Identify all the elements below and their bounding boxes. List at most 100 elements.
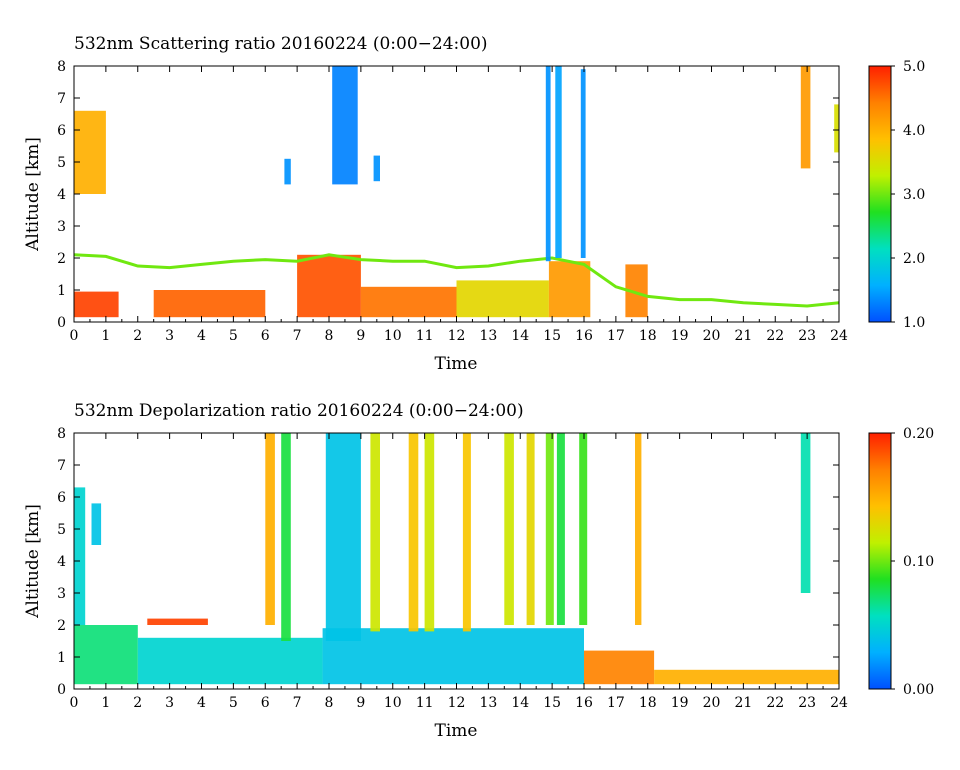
x-tick-label: 20 — [703, 695, 721, 711]
y-tick-label: 4 — [57, 554, 66, 570]
panel-title: 532nm Scattering ratio 20160224 (0:00−24… — [74, 34, 488, 54]
colorbar: 0.00 0.10 0.20 — [868, 426, 934, 698]
x-tick-label: 24 — [830, 695, 848, 711]
y-tick-label: 5 — [57, 522, 66, 538]
x-tick-label: 0 — [70, 328, 79, 344]
y-tick-label: 0 — [57, 315, 66, 331]
colorbar-tick-label: 2.0 — [903, 251, 925, 267]
x-tick-label: 9 — [356, 695, 365, 711]
y-tick-label: 1 — [57, 283, 66, 299]
cloud-region — [284, 158, 291, 185]
colorbar: 1.0 2.0 3.0 4.0 5.0 — [868, 59, 925, 331]
cloud-region — [370, 433, 380, 632]
x-tick-label: 11 — [416, 328, 434, 344]
x-tick-label: 14 — [511, 695, 529, 711]
x-tick-label: 7 — [293, 695, 302, 711]
cloud-region — [74, 110, 106, 194]
y-tick-label: 3 — [57, 219, 66, 235]
x-tick-label: 21 — [734, 695, 752, 711]
x-tick-label: 4 — [197, 695, 206, 711]
colorbar-tick-label: 0.10 — [903, 554, 934, 570]
y-axis-label: Altitude [km] — [23, 504, 43, 619]
y-tick-label: 2 — [57, 251, 66, 267]
cloud-region — [526, 433, 535, 625]
colorbar-labels: 1.0 2.0 3.0 4.0 5.0 — [891, 59, 925, 331]
x-axis-label: Time — [435, 354, 478, 374]
x-tick-label: 5 — [229, 328, 238, 344]
x-tick-label: 10 — [384, 328, 402, 344]
x-tick-label: 2 — [133, 695, 142, 711]
cloud-region — [373, 155, 380, 182]
x-tick-label: 8 — [325, 695, 334, 711]
x-tick-label: 16 — [575, 695, 593, 711]
y-tick-label: 8 — [57, 59, 66, 75]
y-tick-label: 0 — [57, 682, 66, 698]
boundary-layer-region — [74, 625, 138, 685]
x-tick-label: 18 — [639, 328, 657, 344]
x-tick-label: 12 — [448, 695, 466, 711]
x-tick-label: 19 — [671, 328, 689, 344]
x-tick-label: 19 — [671, 695, 689, 711]
plot-area — [73, 66, 840, 318]
cloud-region — [580, 69, 586, 258]
boundary-layer-region — [584, 650, 655, 685]
x-tick-label: 18 — [639, 695, 657, 711]
x-tick-label: 15 — [543, 695, 561, 711]
cloud-region — [462, 433, 471, 632]
x-tick-label: 6 — [261, 328, 270, 344]
cloud-region — [555, 66, 562, 258]
cloud-region — [147, 618, 208, 625]
x-tick-label: 11 — [416, 695, 434, 711]
boundary-layer-region — [654, 669, 839, 685]
x-tick-label: 21 — [734, 328, 752, 344]
plot-area — [74, 433, 839, 685]
cloud-region — [834, 104, 839, 153]
x-tick-label: 23 — [798, 695, 816, 711]
cloud-region — [281, 433, 291, 641]
x-tick-label: 14 — [511, 328, 529, 344]
cloud-region — [800, 66, 811, 169]
colorbar-tick-label: 0.00 — [903, 682, 934, 698]
x-tick-label: 4 — [197, 328, 206, 344]
y-tick-label: 4 — [57, 187, 66, 203]
x-tick-label: 20 — [703, 328, 721, 344]
cloud-region — [91, 503, 102, 545]
colorbar-tick-label: 3.0 — [903, 187, 925, 203]
cloud-region — [424, 433, 435, 632]
y-tick-label: 2 — [57, 618, 66, 634]
x-tick-label: 23 — [798, 328, 816, 344]
x-tick-label: 13 — [479, 695, 497, 711]
x-tick-label: 3 — [165, 695, 174, 711]
boundary-layer-region — [137, 637, 323, 685]
y-tick-label: 3 — [57, 586, 66, 602]
y-tick-label: 1 — [57, 650, 66, 666]
x-tick-label: 2 — [133, 328, 142, 344]
depolarization-ratio-panel: 532nm Depolarization ratio 20160224 (0:0… — [23, 401, 934, 741]
x-tick-label: 16 — [575, 328, 593, 344]
cloud-region — [408, 433, 419, 632]
layer-top-line — [73, 253, 840, 308]
colorbar-tick-label: 5.0 — [903, 59, 925, 75]
x-tick-label: 17 — [607, 328, 625, 344]
cloud-region — [332, 66, 358, 185]
panel-title: 532nm Depolarization ratio 20160224 (0:0… — [74, 401, 524, 421]
cloud-region — [545, 66, 551, 262]
cloud-region — [635, 433, 642, 625]
x-tick-label: 5 — [229, 695, 238, 711]
boundary-layer-region — [153, 290, 266, 318]
y-tick-label: 6 — [57, 123, 66, 139]
x-tick-label: 0 — [70, 695, 79, 711]
y-tick-label: 7 — [57, 458, 66, 474]
cloud-region — [504, 433, 514, 625]
x-tick-label: 12 — [448, 328, 466, 344]
y-tick-label: 8 — [57, 426, 66, 442]
x-tick-label: 1 — [101, 328, 110, 344]
scattering-ratio-panel: 532nm Scattering ratio 20160224 (0:00−24… — [23, 34, 925, 374]
cloud-region — [325, 433, 361, 641]
x-tick-label: 22 — [766, 328, 784, 344]
boundary-layer-region — [625, 264, 648, 318]
y-axis-label: Altitude [km] — [23, 137, 43, 252]
cloud-region — [800, 433, 811, 593]
x-tick-label: 10 — [384, 695, 402, 711]
cloud-region — [265, 433, 275, 625]
